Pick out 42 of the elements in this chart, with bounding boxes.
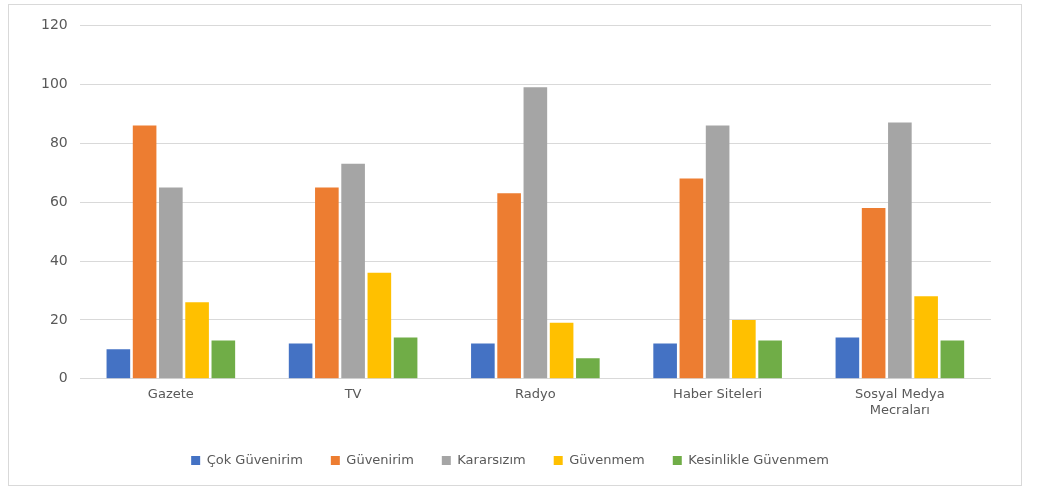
legend-label: Kesinlikle Güvenmem xyxy=(688,451,829,467)
y-tick-label: 100 xyxy=(40,74,68,91)
y-tick-label: 120 xyxy=(40,16,68,33)
x-tick-label: Radyo xyxy=(515,385,556,401)
x-tick-label: Sosyal Medya Mecraları xyxy=(855,385,945,417)
bar xyxy=(653,343,677,379)
bar xyxy=(914,296,938,379)
x-tick-label: Haber Siteleri xyxy=(673,385,763,401)
y-tick-label: 40 xyxy=(49,251,68,268)
legend-label: Çok Güvenirim xyxy=(206,451,303,467)
bar xyxy=(367,272,392,379)
x-tick-label: Gazete xyxy=(147,385,194,401)
bar xyxy=(185,302,209,379)
bar xyxy=(888,122,912,379)
bar xyxy=(159,187,183,379)
legend-label: Güvenirim xyxy=(346,451,414,467)
bar xyxy=(732,319,756,379)
bar xyxy=(679,178,704,379)
bar xyxy=(940,340,965,379)
x-tick-label: TV xyxy=(343,385,362,401)
bar xyxy=(132,125,157,379)
bar xyxy=(835,337,860,379)
bar xyxy=(211,340,236,379)
bar xyxy=(106,349,131,379)
bar xyxy=(471,343,495,379)
bar xyxy=(393,337,418,379)
y-tick-label: 60 xyxy=(49,192,68,209)
bar xyxy=(315,187,339,379)
bar xyxy=(288,343,313,379)
legend-label: Güvenmem xyxy=(569,451,645,467)
bar xyxy=(341,163,365,379)
legend-label: Kararsızım xyxy=(457,451,526,467)
bar xyxy=(861,207,886,379)
bar xyxy=(576,358,600,379)
bar xyxy=(758,340,782,379)
bar xyxy=(705,125,730,379)
bar xyxy=(497,193,521,379)
y-tick-label: 0 xyxy=(58,369,68,386)
bar xyxy=(523,87,548,379)
bar xyxy=(549,322,574,379)
y-tick-label: 20 xyxy=(49,310,68,327)
y-tick-label: 80 xyxy=(49,133,68,150)
